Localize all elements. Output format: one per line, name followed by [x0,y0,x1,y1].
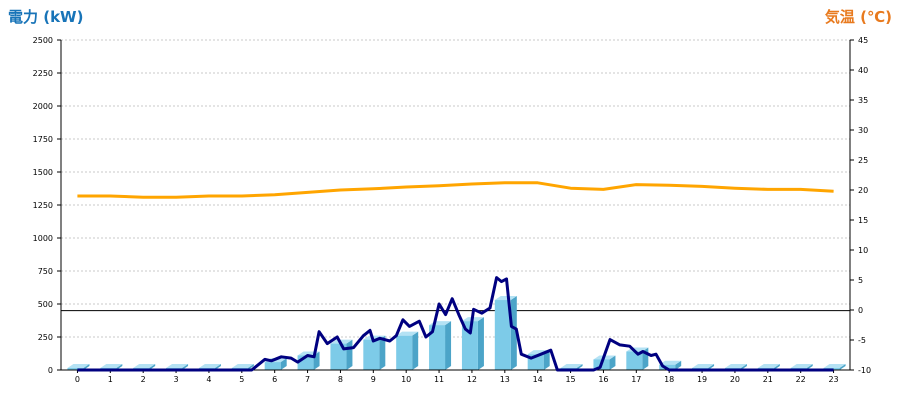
x-tick-label: 5 [239,375,244,384]
left-axis-title: 電力 (kW) [8,8,84,26]
x-tick-label: 8 [338,375,343,384]
x-tick-label: 2 [141,375,146,384]
x-tick-label: 16 [598,375,608,384]
right-tick-label: -5 [858,336,866,345]
x-tick-label: 7 [305,375,310,384]
left-tick-label: 750 [38,267,53,276]
x-tick-label: 17 [631,375,641,384]
x-tick-label: 9 [371,375,376,384]
power-bar [527,350,550,370]
right-tick-label: 15 [858,216,868,225]
left-tick-label: 2250 [33,69,53,78]
right-tick-label: 35 [858,96,868,105]
x-tick-label: 4 [206,375,211,384]
x-tick-label: 12 [467,375,477,384]
x-tick-label: 18 [664,375,674,384]
x-tick-label: 11 [434,375,444,384]
x-tick-label: 14 [533,375,543,384]
temperature-line [77,181,834,199]
x-tick-label: 21 [763,375,773,384]
left-tick-label: 250 [38,333,53,342]
x-tick-label: 19 [697,375,707,384]
power-bar [494,296,517,370]
left-tick-label: 1750 [33,135,53,144]
x-tick-label: 13 [500,375,510,384]
x-tick-label: 23 [828,375,838,384]
power-bar [429,321,452,370]
left-tick-label: 500 [38,300,53,309]
x-tick-label: 3 [174,375,179,384]
right-tick-label: 5 [858,276,863,285]
left-tick-label: 1250 [33,201,53,210]
x-tick-label: 15 [565,375,575,384]
x-tick-label: 22 [796,375,806,384]
power-line [77,276,834,372]
right-axis-title: 気温 (℃) [824,8,892,26]
left-tick-label: 0 [48,366,53,375]
right-tick-label: 20 [858,186,868,195]
left-tick-label: 1000 [33,234,53,243]
x-tick-label: 6 [272,375,277,384]
left-tick-label: 1500 [33,168,53,177]
right-tick-label: 10 [858,246,868,255]
power-bar [461,317,484,370]
x-tick-label: 10 [401,375,411,384]
right-tick-label: 25 [858,156,868,165]
x-tick-label: 20 [730,375,740,384]
left-tick-label: 2000 [33,102,53,111]
right-tick-label: 0 [858,306,863,315]
right-tick-label: -10 [858,366,871,375]
right-tick-label: 45 [858,36,868,45]
power-bar [396,331,419,370]
left-tick-label: 2500 [33,36,53,45]
x-tick-label: 1 [108,375,113,384]
x-tick-label: 0 [75,375,80,384]
right-tick-label: 30 [858,126,868,135]
right-tick-label: 40 [858,66,868,75]
